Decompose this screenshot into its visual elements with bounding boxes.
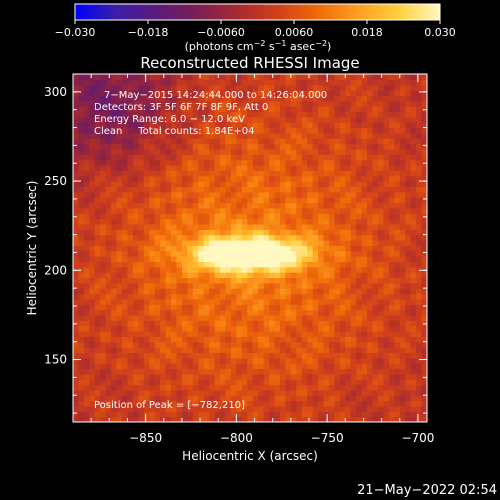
colorbar [74,3,441,21]
annotation-detectors: Detectors: 3F 5F 6F 7F 8F 9F, Att 0 [94,102,268,113]
y-axis-label: Heliocentric Y (arcsec) [25,181,39,316]
x-tick-label: −800 [220,431,253,445]
y-tick-label: 150 [44,353,67,367]
annotation-time-range: 7−May−2015 14:24:44.000 to 14:26:04.000 [104,90,327,101]
x-tick-label: −850 [129,431,162,445]
colorbar-ticks: −0.030 −0.018 −0.0060 0.0060 0.018 0.030 [55,20,456,39]
x-tick-label: −750 [311,431,344,445]
colorbar-tick-label: 0.030 [424,26,456,39]
colorbar-tick-label: −0.030 [55,26,96,39]
chart-title: Reconstructed RHESSI Image [140,54,359,72]
annotation-energy-range: Energy Range: 6.0 − 12.0 keV [94,114,245,125]
colorbar-unit-label: (photons cm−2 s−1 asec−2) [185,39,332,53]
y-tick-label: 250 [44,174,67,188]
y-axis: 150 200 250 300 [44,73,427,414]
plot-frame [72,73,428,423]
colorbar-tick-label: −0.018 [128,26,169,39]
x-axis: −850 −800 −750 −700 [90,74,434,445]
colorbar-tick-label: −0.0060 [197,26,245,39]
x-tick-label: −700 [401,431,434,445]
y-tick-label: 200 [44,263,67,277]
annotation-clean-counts: Clean Total counts: 1.84E+04 [94,126,254,137]
peak-position-label: Position of Peak = [−782,210] [94,400,245,411]
colorbar-tick-label: 0.018 [351,26,383,39]
heatmap-image [73,74,427,422]
x-axis-label: Heliocentric X (arcsec) [182,449,318,463]
colorbar-tick-label: 0.0060 [275,26,314,39]
y-tick-label: 300 [44,85,67,99]
timestamp: 21−May−2022 02:54 [357,483,497,498]
